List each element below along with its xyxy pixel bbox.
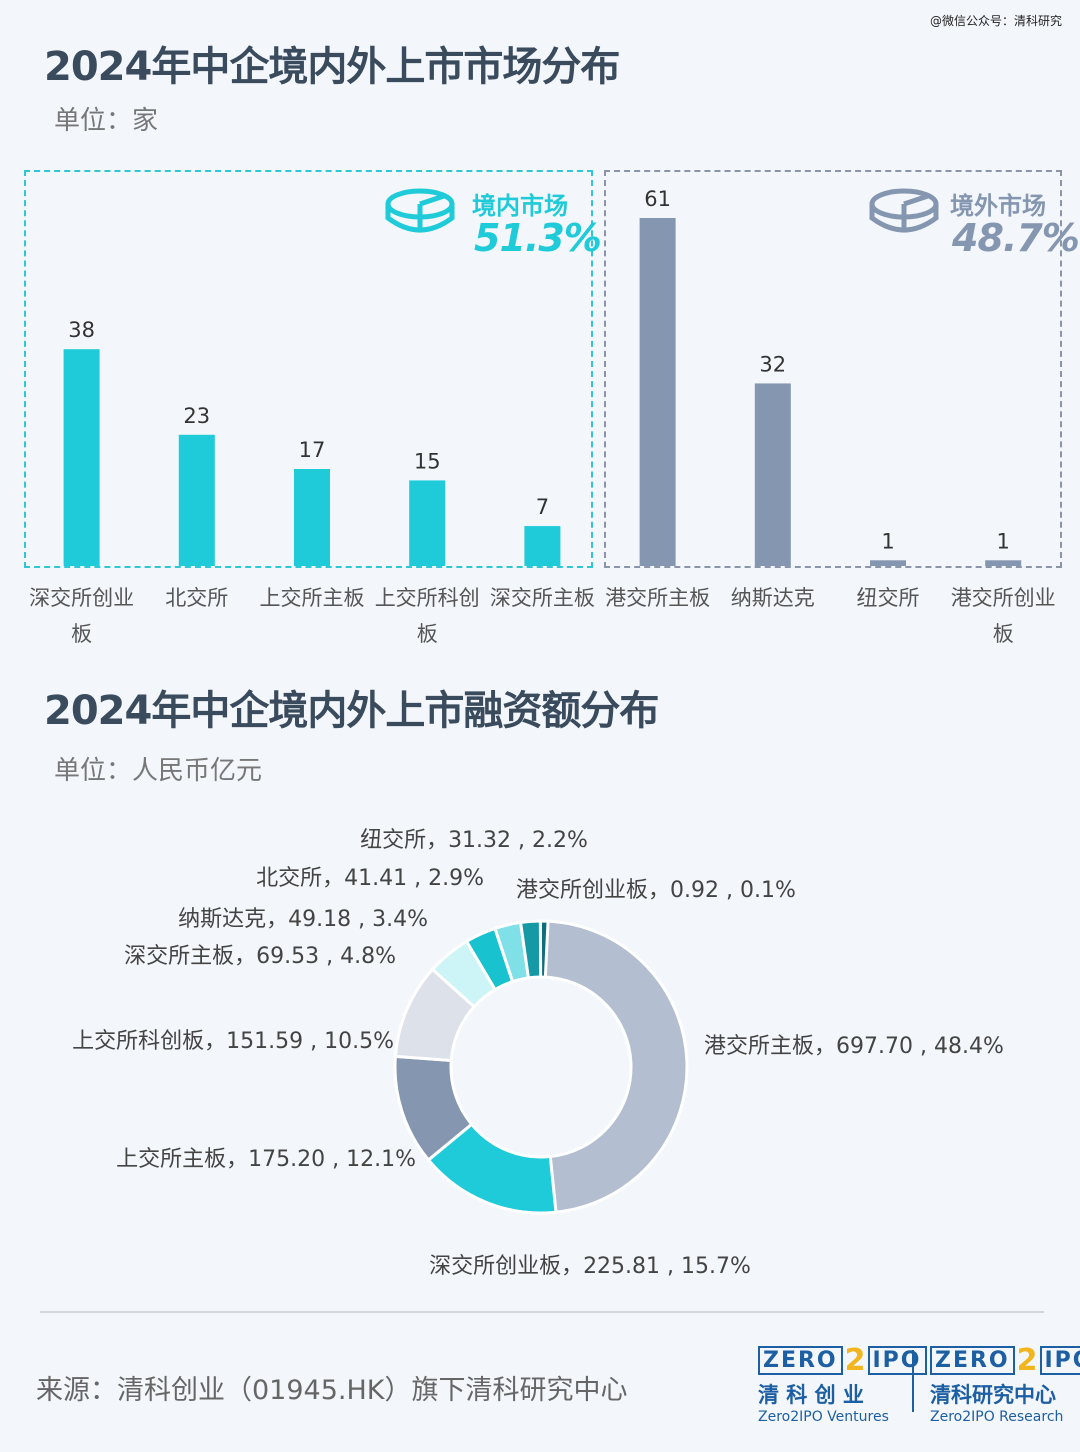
zero2ipo-ventures-logo: ZERO 2 IPO 清 科 创 业 Zero2IPO Ventures	[758, 1342, 927, 1425]
donut-chart-unit: 单位：人民币亿元	[54, 756, 263, 786]
logo-text-zero: ZERO	[930, 1346, 1015, 1375]
donut-label: 纽交所，31.32 , 2.2%	[360, 828, 588, 853]
bar-category-label: 深交所主板	[489, 586, 595, 610]
donut-label: 上交所主板，175.20 , 12.1%	[116, 1147, 416, 1172]
donut-chart: 港交所主板，697.70 , 48.4% 深交所创业板，225.81 , 15.7…	[72, 828, 1004, 1279]
donut-label: 港交所主板，697.70 , 48.4%	[704, 1034, 1004, 1059]
pie-chart-icon-domestic	[385, 188, 455, 233]
donut-chart-title: 2024年中企境内外上市融资额分布	[44, 688, 659, 734]
bar-category-label: 纳斯达克	[730, 586, 815, 610]
bar-category-label: 港交所主板	[605, 586, 711, 610]
watermark: @微信公众号：清科研究	[929, 14, 1062, 28]
bar-深交所主板	[524, 526, 561, 566]
bar-value-label: 1	[881, 529, 894, 553]
bar-chart-unit: 单位：家	[54, 106, 159, 136]
zero2ipo-research-logo: ZERO 2 IPO 清科研究中心 Zero2IPO Research	[930, 1342, 1080, 1425]
domestic-market-pct: 51.3%	[474, 216, 602, 260]
donut-label: 深交所创业板，225.81 , 15.7%	[429, 1254, 751, 1279]
bar-category-label: 深交所创业板	[29, 586, 135, 646]
foreign-market-label: 境外市场	[950, 192, 1046, 220]
bar-上交所科创板	[409, 480, 446, 566]
donut-label: 深交所主板，69.53 , 4.8%	[124, 944, 396, 969]
logo-text-2: 2	[844, 1342, 866, 1378]
logo-text-ipo: IPO	[1039, 1346, 1080, 1375]
logo-cn: 清 科 创 业	[758, 1383, 864, 1407]
bar-value-label: 32	[759, 352, 786, 376]
bar-category-label: 港交所创业板	[950, 586, 1056, 646]
pie-chart-icon-foreign	[869, 188, 939, 233]
logo-text-zero: ZERO	[758, 1346, 843, 1375]
bar-category-label: 上交所科创板	[374, 586, 480, 646]
bar-港交所创业板	[985, 560, 1022, 566]
bar-category-label: 上交所主板	[259, 586, 365, 610]
bar-category-label: 纽交所	[856, 586, 920, 610]
bar-上交所主板	[294, 469, 330, 566]
logo-en: Zero2IPO Ventures	[758, 1409, 889, 1425]
bar-chart-title: 2024年中企境内外上市市场分布	[44, 44, 620, 90]
donut-label: 上交所科创板，151.59 , 10.5%	[72, 1029, 394, 1054]
domestic-market-box	[24, 170, 593, 568]
donut-slice-港交所创业板	[538, 919, 550, 979]
bar-北交所	[178, 434, 215, 566]
logo-divider	[912, 1350, 914, 1412]
foreign-market-box	[604, 170, 1062, 568]
logo-text-2: 2	[1016, 1342, 1038, 1378]
bar-category-label: 北交所	[165, 586, 229, 610]
source-note: 来源：清科创业（01945.HK）旗下清科研究中心	[36, 1375, 628, 1406]
bar-value-label: 17	[299, 438, 326, 462]
bar-value-label: 7	[536, 495, 549, 519]
bar-纽交所	[870, 560, 906, 566]
donut-label: 纳斯达克，49.18 , 3.4%	[178, 907, 428, 932]
logo-cn: 清科研究中心	[930, 1383, 1056, 1407]
foreign-market-pct: 48.7%	[952, 216, 1080, 260]
bar-value-label: 15	[414, 449, 441, 473]
bar-chart: 38 23 17 15 7 61 32 1 1	[63, 187, 1022, 566]
bar-value-label: 1	[997, 529, 1010, 553]
logo-en: Zero2IPO Research	[930, 1409, 1064, 1425]
domestic-market-label: 境内市场	[472, 192, 568, 220]
bar-value-label: 38	[68, 318, 95, 342]
bar-港交所主板	[639, 218, 676, 566]
logo-text-ipo: IPO	[867, 1346, 927, 1375]
bar-深交所创业板	[63, 349, 100, 566]
bar-value-label: 61	[644, 187, 671, 211]
donut-label: 北交所，41.41 , 2.9%	[256, 866, 484, 891]
bar-纳斯达克	[754, 383, 791, 566]
donut-label: 港交所创业板，0.92 , 0.1%	[516, 878, 796, 903]
footer-divider	[40, 1311, 1044, 1313]
bar-value-label: 23	[183, 404, 210, 428]
donut-slice-港交所主板	[539, 919, 689, 1214]
